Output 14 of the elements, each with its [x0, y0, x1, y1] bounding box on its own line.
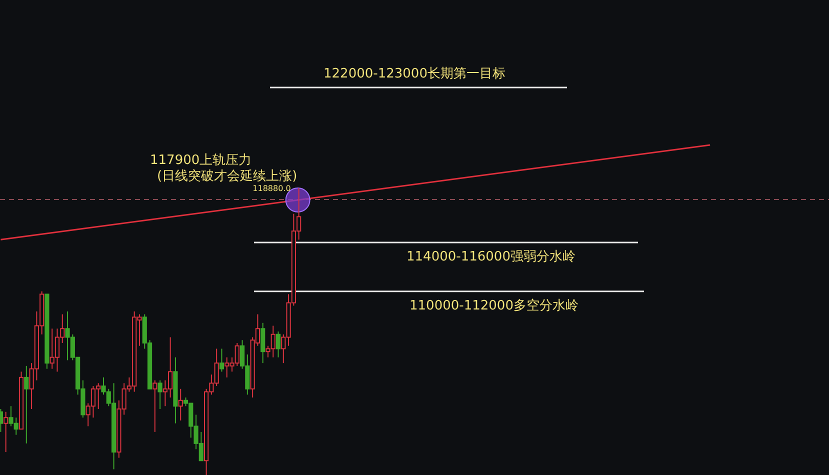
text: 117900上轨压力: [150, 153, 252, 168]
ref-line-label: 110000-112000多空分水岭: [410, 298, 578, 314]
text: (日线突破才会延续上涨): [157, 169, 298, 184]
annotation: 118880.0: [252, 184, 291, 193]
candlestick: [24, 365, 29, 444]
candlestick: [178, 388, 183, 421]
candlestick: [152, 380, 158, 432]
candlestick: [219, 348, 224, 372]
candlestick: [4, 411, 8, 453]
ref-line-label: 114000-116000强弱分水岭: [406, 250, 576, 265]
ref-line-label: 122000-123000长期第一目标: [324, 66, 506, 82]
candlestick: [260, 322, 266, 364]
candlestick: [158, 380, 162, 410]
candlestick: [276, 331, 281, 358]
